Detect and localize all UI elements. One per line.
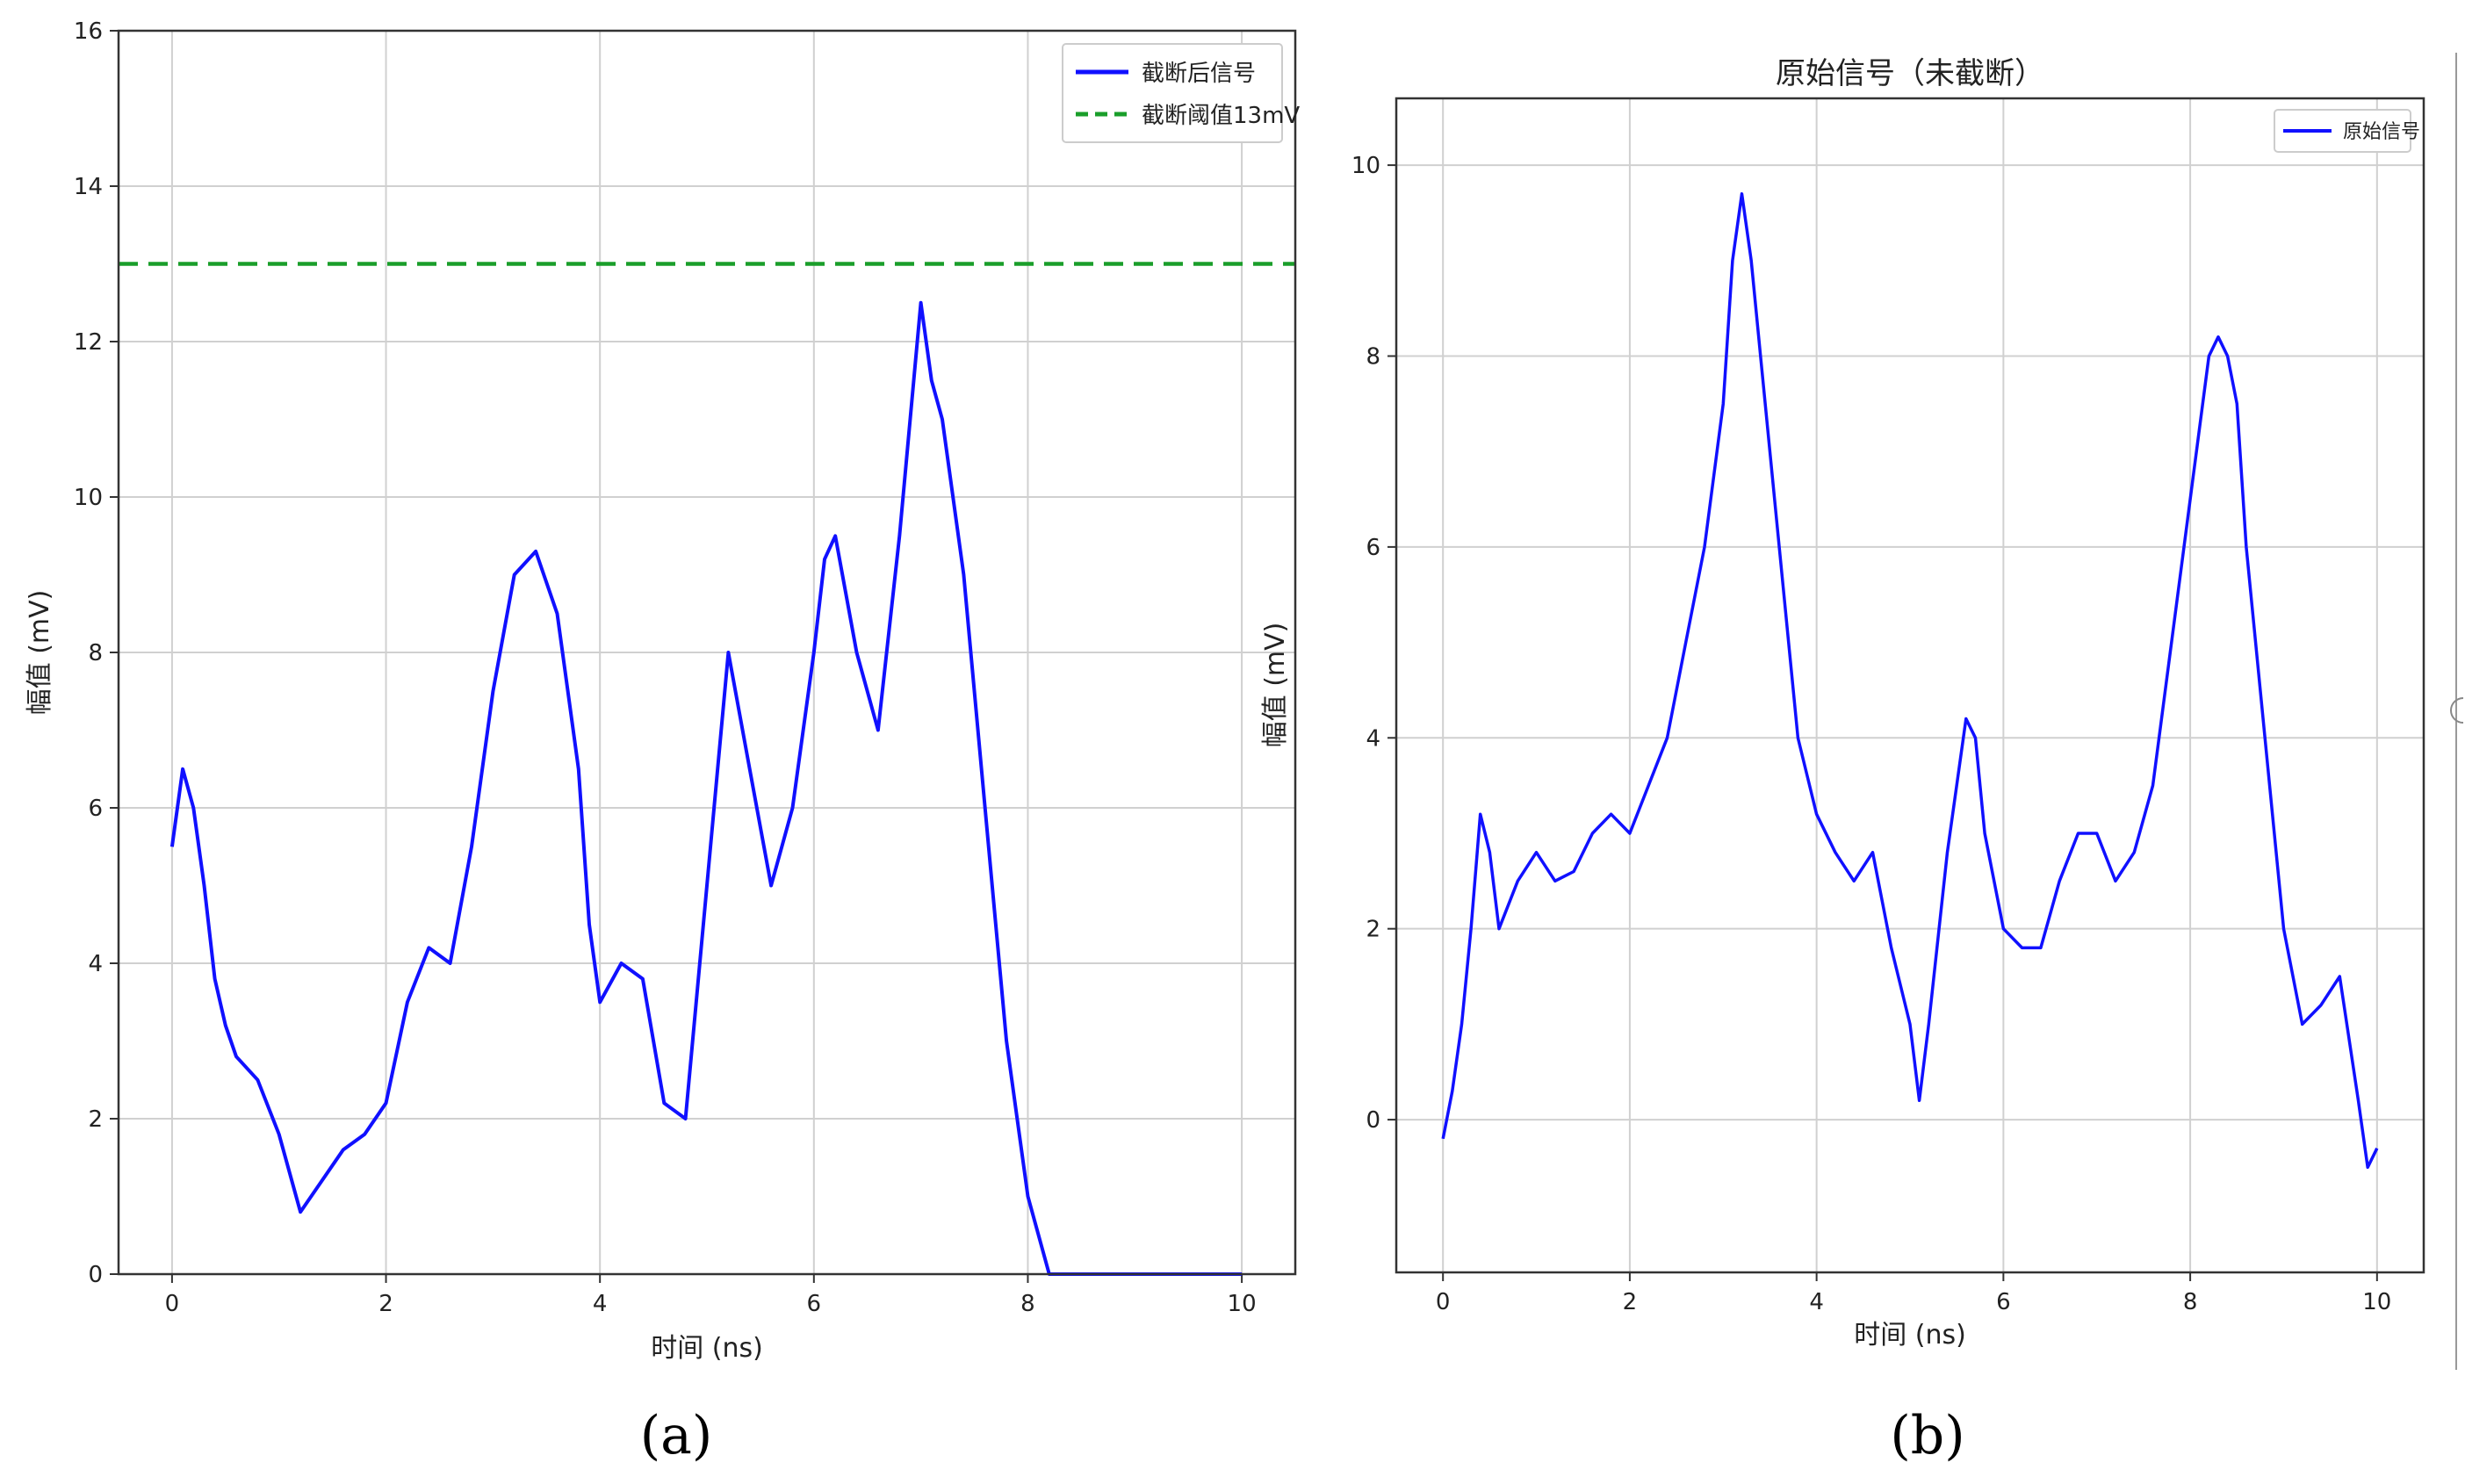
signal-line-a xyxy=(169,300,1243,1276)
x-tick-label-b: 6 xyxy=(1996,1289,2011,1315)
chart-panel-b: 0 2 4 6 8 10 0 2 4 6 8 10 原始信号（未截断） 原始信号 时间 (ns) 幅值… xyxy=(1260,56,2425,1466)
legend-label-original: 原始信号 xyxy=(2343,121,2420,143)
y-tick-label-a: 4 xyxy=(88,951,103,977)
x-tick-label-a: 0 xyxy=(165,1291,180,1317)
chart-panel-a: 0 2 4 6 8 10 0 2 4 6 8 10 12 14 16 截断后信号 截断阈值13mV 时间 (… xyxy=(25,18,1300,1466)
legend-b: 原始信号 xyxy=(2274,109,2420,153)
series-b xyxy=(1441,191,2379,1170)
series-a xyxy=(119,262,1295,1276)
y-tick-label-a: 14 xyxy=(74,174,103,200)
chart-title-b: 原始信号（未截断） xyxy=(1776,56,2044,91)
y-axis-label-b: 幅值 (mV) xyxy=(1260,623,1291,748)
legend-box-a xyxy=(1062,43,1283,143)
y-tick-label-a: 10 xyxy=(74,485,103,511)
y-tick-label-a: 16 xyxy=(74,18,103,45)
y-tick-label-b: 10 xyxy=(1351,153,1380,179)
y-tick-label-a: 8 xyxy=(88,640,103,666)
y-axis-label-a: 幅值 (mV) xyxy=(25,590,55,716)
signal-line-b xyxy=(1441,191,2379,1170)
x-tick-label-a: 10 xyxy=(1228,1291,1257,1317)
x-tick-label-b: 0 xyxy=(1436,1289,1451,1315)
x-tick-label-b: 2 xyxy=(1623,1289,1638,1315)
legend-box-b xyxy=(2274,109,2411,153)
x-tick-label-a: 4 xyxy=(593,1291,608,1317)
legend-a: 截断后信号 截断阈值13mV xyxy=(1062,43,1300,143)
x-tick-label-b: 8 xyxy=(2183,1289,2198,1315)
y-tick-label-a: 6 xyxy=(88,796,103,822)
scroll-handle-icon xyxy=(2450,697,2464,724)
y-tick-label-b: 4 xyxy=(1366,725,1380,752)
grid-a xyxy=(119,30,1295,1275)
x-tick-label-b: 10 xyxy=(2362,1289,2391,1315)
legend-label-truncated: 截断后信号 xyxy=(1142,61,1256,87)
x-tick-label-a: 8 xyxy=(1020,1291,1035,1317)
panel-caption-a: (a) xyxy=(640,1405,713,1466)
y-tick-label-b: 2 xyxy=(1366,917,1380,943)
x-tick-label-a: 2 xyxy=(378,1291,393,1317)
grid-b xyxy=(1396,98,2424,1272)
x-axis-label-b: 时间 (ns) xyxy=(1854,1320,1966,1351)
y-tick-label-b: 0 xyxy=(1366,1107,1380,1134)
ticks-b: 0 2 4 6 8 10 0 2 4 6 8 10 xyxy=(1351,153,2391,1315)
y-tick-label-b: 6 xyxy=(1366,535,1380,561)
x-tick-label-b: 4 xyxy=(1809,1289,1824,1315)
legend-label-threshold: 截断阈值13mV xyxy=(1142,103,1300,129)
y-tick-label-b: 8 xyxy=(1366,343,1380,370)
x-tick-label-a: 6 xyxy=(807,1291,822,1317)
panel-caption-b: (b) xyxy=(1890,1405,1964,1466)
x-axis-label-a: 时间 (ns) xyxy=(651,1333,763,1364)
ticks-a: 0 2 4 6 8 10 0 2 4 6 8 10 12 14 16 xyxy=(74,18,1257,1317)
plot-frame-a xyxy=(117,29,1297,1276)
y-tick-label-a: 12 xyxy=(74,329,103,356)
y-tick-label-a: 2 xyxy=(88,1106,103,1133)
plot-frame-b xyxy=(1395,97,2425,1274)
y-tick-label-a: 0 xyxy=(88,1262,103,1288)
